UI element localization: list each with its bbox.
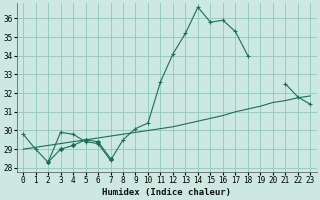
X-axis label: Humidex (Indice chaleur): Humidex (Indice chaleur) [102, 188, 231, 197]
